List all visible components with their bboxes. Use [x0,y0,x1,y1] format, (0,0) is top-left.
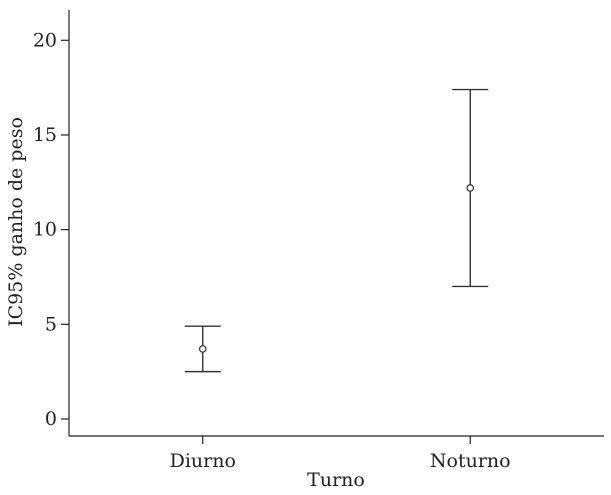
mean-marker [198,345,207,353]
plot-frame [68,10,604,437]
y-tick-label: 10 [33,219,57,241]
x-axis-ticks: Diurno Noturno [170,436,511,472]
error-bars [184,88,489,373]
y-tick-label: 20 [33,29,57,51]
x-tick-label: Noturno [430,450,511,472]
y-tick-label: 0 [45,408,57,430]
y-axis-title: IC95% ganho de peso [5,117,27,327]
error-bar-noturno [452,88,489,288]
y-tick-label: 5 [45,313,57,335]
mean-marker [466,184,475,192]
y-axis-ticks: 0 5 10 15 20 [33,29,69,430]
error-bar-diurno [184,325,221,373]
x-tick-label: Diurno [170,450,236,472]
y-tick-label: 15 [33,124,57,146]
x-axis-title: Turno [307,469,365,491]
